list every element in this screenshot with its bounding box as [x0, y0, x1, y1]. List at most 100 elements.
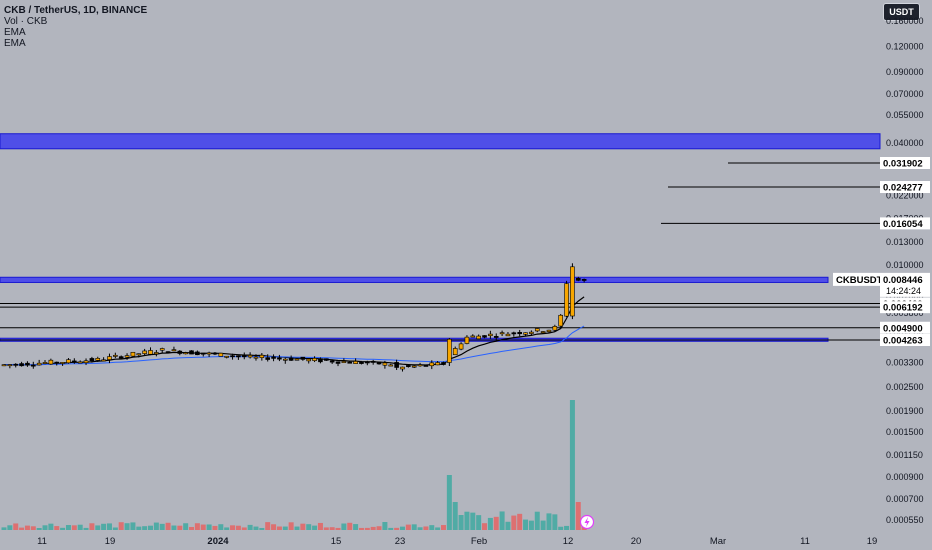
volume-bar [306, 524, 312, 530]
candle-body [540, 331, 546, 334]
candle-body [294, 358, 300, 361]
candle-body [200, 352, 206, 355]
volume-bar [300, 523, 306, 530]
candle-body [282, 358, 288, 361]
candle-body [458, 343, 464, 350]
volume-bar [528, 520, 534, 530]
currency-button[interactable]: USDT [883, 3, 920, 21]
volume-bar [335, 527, 341, 530]
volume-bar [505, 521, 511, 530]
volume-bar [499, 511, 505, 530]
price-axis-tick: 0.160000 [886, 16, 924, 26]
volume-bar [253, 526, 259, 530]
candle-body [265, 357, 271, 360]
candle-body [107, 356, 112, 360]
chart-legend: CKB / TetherUS, 1D, BINANCE Vol · CKB EM… [4, 5, 147, 49]
candle-body [72, 360, 77, 363]
candle-body [447, 338, 452, 363]
volume-bar [370, 526, 376, 530]
volume-bar [124, 523, 130, 530]
candle-body [323, 358, 329, 361]
time-axis-label: 19 [105, 536, 116, 547]
volume-bar [423, 526, 429, 530]
candle-body [77, 361, 83, 364]
volume-bar [177, 525, 183, 530]
candle-body [142, 350, 147, 354]
volume-bar [517, 513, 523, 530]
price-label: 0.016054 [883, 219, 923, 230]
volume-bar [183, 523, 189, 530]
volume-bar [142, 526, 148, 530]
volume-bar [558, 526, 564, 530]
candle-body [476, 335, 481, 340]
price-label: 0.024277 [883, 183, 923, 194]
legend-ema-1[interactable]: EMA [4, 27, 26, 38]
price-axis-tick: 0.001900 [886, 406, 924, 416]
candle-body [36, 362, 42, 366]
volume-bar [564, 525, 570, 530]
price-label-box [880, 181, 930, 194]
volume-bar [540, 520, 546, 530]
volume-bar [441, 525, 446, 530]
legend-symbol[interactable]: CKB / TetherUS, 1D, BINANCE [4, 5, 148, 16]
candle-body [130, 351, 136, 357]
candle-body [499, 332, 505, 335]
candle-body [177, 350, 183, 354]
volume-bar [388, 527, 394, 530]
candle-body [154, 352, 159, 355]
volume-bar [358, 527, 364, 530]
candle-body [89, 358, 95, 362]
volume-bar [241, 527, 247, 530]
volume-bar [165, 522, 171, 530]
price-label: 0.006192 [883, 303, 923, 314]
volume-bar [171, 525, 177, 530]
price-label: 0.031902 [883, 159, 923, 170]
price-label: 0.004900 [883, 323, 923, 334]
volume-bar [218, 524, 224, 530]
candle-body [183, 352, 188, 355]
candle-body [382, 362, 388, 366]
candle-body [83, 360, 89, 364]
lightning-bolt [584, 517, 590, 527]
candle-body [470, 335, 476, 338]
volume-bar [106, 523, 112, 530]
candle-body [241, 355, 247, 358]
volume-bar [511, 515, 517, 530]
volume-bar [417, 527, 423, 530]
volume-bar [230, 525, 236, 530]
candle-body [165, 351, 171, 354]
candle-body [452, 348, 458, 356]
zone-band [0, 133, 881, 150]
volume-bar [435, 527, 441, 530]
volume-bar [101, 523, 107, 530]
volume-bar [60, 527, 66, 530]
candle-body [552, 326, 558, 331]
volume-bar [452, 502, 458, 530]
candle-body [534, 328, 540, 332]
candle-body [30, 364, 36, 367]
volume-bar [95, 525, 101, 530]
candle-body [341, 361, 347, 363]
volume-bar [487, 517, 493, 530]
legend-volume[interactable]: Vol · CKB [4, 16, 48, 27]
candle-body [25, 362, 30, 366]
candle-body [488, 333, 493, 337]
price-axis-tick: 0.001150 [886, 450, 923, 460]
candle-body [523, 332, 528, 335]
volume-bar [48, 523, 54, 530]
candle-body [259, 354, 265, 358]
volume-bar [7, 525, 13, 530]
volume-bar [71, 525, 77, 530]
price-axis-tick: 0.000550 [886, 515, 924, 525]
candle-body [359, 361, 364, 364]
candle-body [406, 365, 411, 367]
legend-ema-2[interactable]: EMA [4, 38, 26, 49]
volume-bar [42, 525, 48, 530]
candle-body [42, 362, 48, 364]
price-label-box [880, 157, 930, 169]
volume-bar [77, 524, 83, 530]
price-axis-tick: 0.002500 [886, 382, 924, 392]
price-axis-tick: 0.022000 [886, 191, 924, 201]
candle-body [13, 363, 19, 366]
